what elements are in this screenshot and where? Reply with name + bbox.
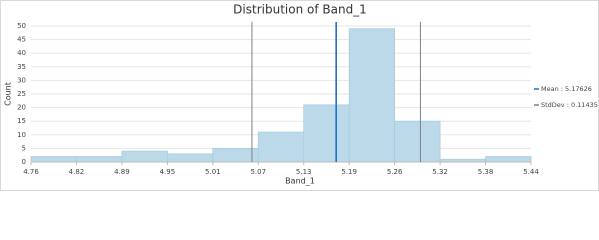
bar <box>257 131 305 163</box>
x-tick-label: 5.01 <box>205 168 221 176</box>
x-tick-label: 5.19 <box>341 168 357 176</box>
x-axis-title: Band_1 <box>285 177 315 186</box>
y-tick-label: 25 <box>17 90 26 98</box>
x-tick-label: 5.07 <box>250 168 266 176</box>
legend-label: Mean : 5.17626 <box>541 85 592 93</box>
bar <box>348 28 396 163</box>
y-tick-label: 40 <box>17 49 26 57</box>
x-tick-label: 4.82 <box>69 168 85 176</box>
x-tick-label: 4.89 <box>114 168 130 176</box>
y-axis-title: Count <box>4 82 13 106</box>
y-tick-label: 30 <box>17 76 26 84</box>
x-tick-label: 4.76 <box>23 168 39 176</box>
y-tick-label: 20 <box>17 104 26 112</box>
y-tick-label: 45 <box>17 36 26 44</box>
y-tick-label: 10 <box>17 131 26 139</box>
y-tick-label: 0 <box>22 158 26 166</box>
chart: Distribution of Band_1 Band_1 Count 0 5 10… <box>0 0 599 191</box>
x-tick-label: 5.44 <box>523 168 539 176</box>
bar <box>30 156 77 163</box>
x-tick-label: 5.32 <box>432 168 448 176</box>
bar <box>166 153 214 163</box>
bar <box>303 104 350 163</box>
bar <box>485 156 532 163</box>
legend-label: StdDev : 0.11435 <box>541 101 598 109</box>
chart-title: Distribution of Band_1 <box>233 3 367 17</box>
y-tick-label: 50 <box>17 22 26 30</box>
x-tick-label: 5.13 <box>296 168 312 176</box>
bar <box>121 150 168 163</box>
y-tick-label: 35 <box>17 63 26 71</box>
x-tick-label: 5.26 <box>387 168 403 176</box>
y-tick-label: 15 <box>17 117 26 125</box>
x-tick-label: 5.38 <box>478 168 494 176</box>
bar <box>394 120 441 163</box>
y-tick-label: 5 <box>22 144 26 152</box>
x-tick-label: 4.95 <box>160 168 176 176</box>
bar <box>76 156 123 163</box>
